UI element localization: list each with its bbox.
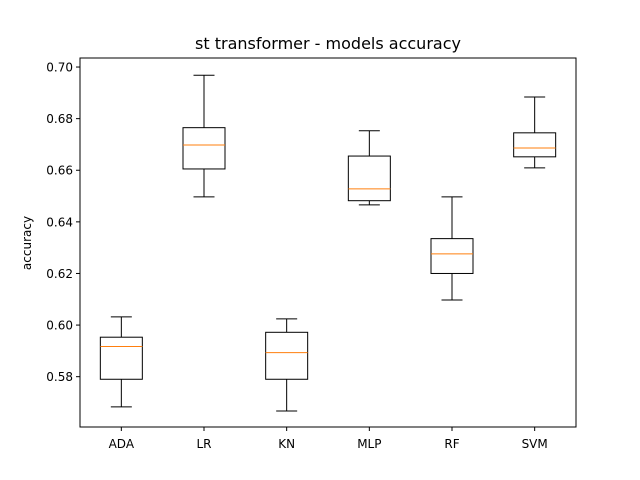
- y-tick-label: 0.66: [46, 164, 73, 178]
- iqr-box: [430, 238, 474, 274]
- iqr-box: [182, 127, 226, 170]
- iqr-box: [347, 155, 391, 202]
- chart-title: st transformer - models accuracy: [195, 34, 461, 53]
- x-tick-label: KN: [278, 437, 295, 451]
- x-tick-label: LR: [196, 437, 211, 451]
- x-tick-label: MLP: [357, 437, 381, 451]
- y-tick-label: 0.70: [46, 61, 73, 75]
- box-mlp: [347, 130, 391, 206]
- y-axis-label: accuracy: [20, 216, 34, 270]
- box-kn: [265, 318, 309, 412]
- box-svm: [513, 96, 557, 169]
- iqr-box: [513, 132, 557, 158]
- x-tick-label: SVM: [522, 437, 548, 451]
- box-ada: [99, 316, 143, 408]
- y-tick-label: 0.60: [46, 319, 73, 333]
- y-tick-label: 0.62: [46, 267, 73, 281]
- box-rf: [430, 196, 474, 301]
- iqr-box: [99, 336, 143, 380]
- y-tick-label: 0.58: [46, 370, 73, 384]
- plot-frame: [79, 57, 577, 428]
- iqr-box: [265, 331, 309, 380]
- x-tick-label: ADA: [109, 437, 135, 451]
- y-tick-label: 0.68: [46, 112, 73, 126]
- box-lr: [182, 74, 226, 198]
- y-tick-label: 0.64: [46, 215, 73, 229]
- x-tick-label: RF: [444, 437, 459, 451]
